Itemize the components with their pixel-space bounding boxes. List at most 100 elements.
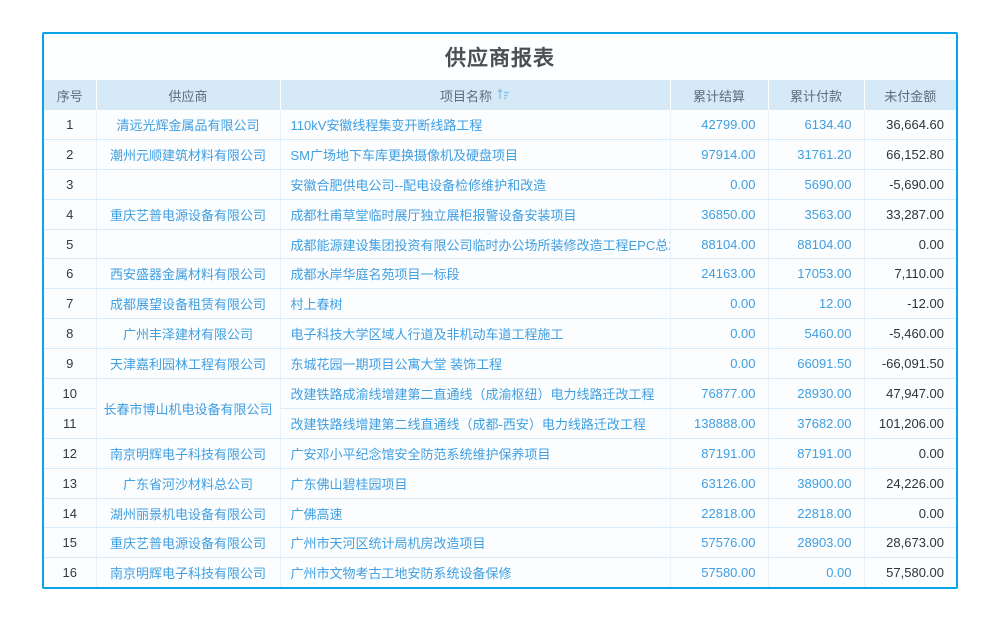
row-index-cell: 13 [44,468,97,499]
row-index-cell: 5 [44,229,97,260]
paid-amount-cell[interactable]: 31761.20 [768,139,865,170]
unpaid-amount-cell: 28,673.00 [864,527,956,559]
table-row: 14 湖州丽景机电设备有限公司 广佛高速 22818.00 22818.00 0.00 [44,498,956,529]
project-name-cell[interactable]: 成都能源建设集团投资有限公司临时办公场所装修改造工程EPC总承包 [280,229,671,260]
supplier-cell[interactable]: 清远光辉金属品有限公司 [96,110,281,140]
project-name-cell[interactable]: 村上春树 [280,288,671,320]
paid-amount-cell[interactable]: 66091.50 [768,348,865,380]
unpaid-amount-cell: 33,287.00 [864,199,956,230]
row-index-cell: 7 [44,288,97,320]
project-name-cell[interactable]: 广州市天河区统计局机房改造项目 [280,527,671,559]
sort-ascending-icon[interactable] [497,87,510,103]
row-index-cell: 4 [44,199,97,230]
supplier-cell[interactable]: 南京明辉电子科技有限公司 [96,557,281,588]
table-row: 7 成都展望设备租赁有限公司 村上春树 0.00 12.00 -12.00 [44,288,956,320]
row-index-cell: 12 [44,438,97,469]
supplier-cell[interactable]: 重庆艺普电源设备有限公司 [96,199,281,230]
unpaid-amount-cell: 24,226.00 [864,468,956,499]
unpaid-amount-cell: 57,580.00 [864,557,956,588]
supplier-cell[interactable]: 成都展望设备租赁有限公司 [96,288,281,320]
settled-amount-cell[interactable]: 76877.00 [670,378,769,409]
unpaid-amount-cell: 0.00 [864,438,956,469]
table-header: 序号 供应商 项目名称 [44,80,956,110]
paid-amount-cell[interactable]: 38900.00 [768,468,865,499]
paid-amount-cell[interactable]: 0.00 [768,557,865,588]
header-row: 序号 供应商 项目名称 [44,80,956,110]
supplier-cell[interactable]: 长春市博山机电设备有限公司 [96,378,281,439]
row-index-cell: 8 [44,318,97,350]
settled-amount-cell[interactable]: 0.00 [670,318,769,350]
project-name-cell[interactable]: 广佛高速 [280,498,671,529]
supplier-cell[interactable]: 天津嘉利园林工程有限公司 [96,348,281,380]
row-index-cell: 11 [44,408,97,439]
settled-amount-cell[interactable]: 24163.00 [670,258,769,290]
table-row: 15 重庆艺普电源设备有限公司 广州市天河区统计局机房改造项目 57576.00 289… [44,527,956,559]
project-name-cell[interactable]: SM广场地下车库更换摄像机及硬盘项目 [280,139,671,170]
paid-amount-cell[interactable]: 5690.00 [768,169,865,200]
supplier-cell[interactable]: 广州丰泽建材有限公司 [96,318,281,350]
settled-amount-cell[interactable]: 42799.00 [670,110,769,140]
project-name-cell[interactable]: 东城花园一期项目公寓大堂 装饰工程 [280,348,671,380]
col-header-index: 序号 [44,80,96,110]
unpaid-amount-cell: -5,460.00 [864,318,956,350]
project-name-cell[interactable]: 改建铁路成渝线增建第二直通线（成渝枢纽）电力线路迁改工程 [280,378,671,409]
unpaid-amount-cell: -5,690.00 [864,169,956,200]
paid-amount-cell[interactable]: 28930.00 [768,378,865,409]
settled-amount-cell[interactable]: 63126.00 [670,468,769,499]
row-index-cell: 10 [44,378,97,409]
supplier-cell[interactable]: 西安盛器金属材料有限公司 [96,258,281,290]
settled-amount-cell[interactable]: 57576.00 [670,527,769,559]
settled-amount-cell[interactable]: 36850.00 [670,199,769,230]
paid-amount-cell[interactable]: 12.00 [768,288,865,320]
supplier-cell [96,169,281,200]
project-name-cell[interactable]: 广安邓小平纪念馆安全防范系统维护保养项目 [280,438,671,469]
unpaid-amount-cell: 101,206.00 [864,408,956,439]
project-name-cell[interactable]: 110kV安徽线程集变开断线路工程 [280,110,671,140]
project-name-cell[interactable]: 广州市文物考古工地安防系统设备保修 [280,557,671,588]
paid-amount-cell[interactable]: 87191.00 [768,438,865,469]
table-body: 1 清远光辉金属品有限公司 110kV安徽线程集变开断线路工程 42799.00 613… [44,110,956,588]
table-row: 4 重庆艺普电源设备有限公司 成都杜甫草堂临时展厅独立展柜报警设备安装项目 36850… [44,199,956,230]
settled-amount-cell[interactable]: 0.00 [670,169,769,200]
supplier-cell[interactable]: 潮州元顺建筑材料有限公司 [96,139,281,170]
row-index-cell: 2 [44,139,97,170]
settled-amount-cell[interactable]: 87191.00 [670,438,769,469]
paid-amount-cell[interactable]: 6134.40 [768,110,865,140]
supplier-cell[interactable]: 广东省河沙材料总公司 [96,468,281,499]
project-name-cell[interactable]: 安徽合肥供电公司--配电设备检修维护和改造 [280,169,671,200]
table-row: 3 安徽合肥供电公司--配电设备检修维护和改造 0.00 5690.00 -5,690.… [44,169,956,200]
project-name-cell[interactable]: 改建铁路线增建第二线直通线（成都-西安）电力线路迁改工程 [280,408,671,439]
unpaid-amount-cell: 0.00 [864,229,956,260]
project-name-cell[interactable]: 广东佛山碧桂园项目 [280,468,671,499]
paid-amount-cell[interactable]: 28903.00 [768,527,865,559]
settled-amount-cell[interactable]: 88104.00 [670,229,769,260]
settled-amount-cell[interactable]: 22818.00 [670,498,769,529]
supplier-cell[interactable]: 重庆艺普电源设备有限公司 [96,527,281,559]
paid-amount-cell[interactable]: 3563.00 [768,199,865,230]
table-row: 10 长春市博山机电设备有限公司 改建铁路成渝线增建第二直通线（成渝枢纽）电力线路迁… [44,378,956,439]
project-name-cell[interactable]: 成都水岸华庭名苑项目一标段 [280,258,671,290]
settled-amount-cell[interactable]: 57580.00 [670,557,769,588]
settled-amount-cell[interactable]: 0.00 [670,288,769,320]
table-row: 9 天津嘉利园林工程有限公司 东城花园一期项目公寓大堂 装饰工程 0.00 66091.… [44,348,956,380]
paid-amount-cell[interactable]: 5460.00 [768,318,865,350]
paid-amount-cell[interactable]: 88104.00 [768,229,865,260]
unpaid-amount-cell: 36,664.60 [864,110,956,140]
settled-amount-cell[interactable]: 0.00 [670,348,769,380]
settled-amount-cell[interactable]: 97914.00 [670,139,769,170]
supplier-cell[interactable]: 南京明辉电子科技有限公司 [96,438,281,469]
paid-amount-cell[interactable]: 17053.00 [768,258,865,290]
table-row: 5 成都能源建设集团投资有限公司临时办公场所装修改造工程EPC总承包 88104.0… [44,229,956,260]
settled-amount-cell[interactable]: 138888.00 [670,408,769,439]
paid-amount-cell[interactable]: 22818.00 [768,498,865,529]
row-index-cell: 9 [44,348,97,380]
row-index-cell: 1 [44,110,97,140]
supplier-cell[interactable]: 湖州丽景机电设备有限公司 [96,498,281,529]
col-header-project-label: 项目名称 [439,88,492,104]
paid-amount-cell[interactable]: 37682.00 [768,408,865,439]
unpaid-amount-cell: -66,091.50 [864,348,956,380]
project-name-cell[interactable]: 电子科技大学区域人行道及非机动车道工程施工 [280,318,671,350]
col-header-project[interactable]: 项目名称 [279,80,670,110]
project-name-cell[interactable]: 成都杜甫草堂临时展厅独立展柜报警设备安装项目 [280,199,671,230]
supplier-report-card: 供应商报表 序号 供应商 项目名称 [42,32,958,590]
